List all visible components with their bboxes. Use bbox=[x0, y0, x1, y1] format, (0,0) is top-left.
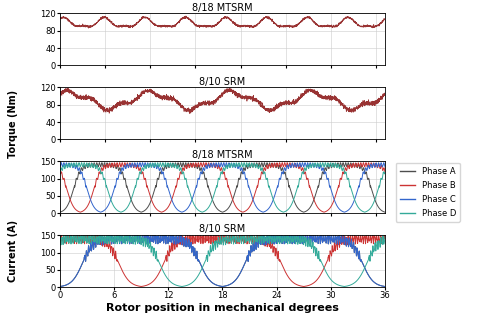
Text: Torque (Nm): Torque (Nm) bbox=[8, 90, 18, 158]
Title: 8/10 SRM: 8/10 SRM bbox=[200, 224, 246, 234]
Title: 8/18 MTSRM: 8/18 MTSRM bbox=[192, 150, 253, 160]
Text: Current (A): Current (A) bbox=[8, 219, 18, 282]
Title: 8/18 MTSRM: 8/18 MTSRM bbox=[192, 3, 253, 13]
X-axis label: Rotor position in mechanical degrees: Rotor position in mechanical degrees bbox=[106, 303, 339, 313]
Title: 8/10 SRM: 8/10 SRM bbox=[200, 76, 246, 87]
Legend: Phase A, Phase B, Phase C, Phase D: Phase A, Phase B, Phase C, Phase D bbox=[396, 163, 460, 222]
